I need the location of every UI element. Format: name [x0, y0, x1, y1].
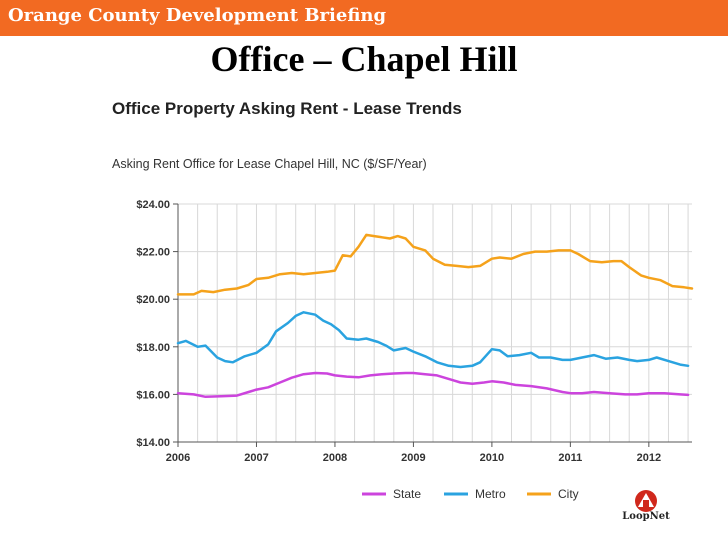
y-tick-label: $18.00 — [136, 342, 170, 354]
header-banner: Orange County Development Briefing — [0, 0, 728, 36]
chart-subtitle: Asking Rent Office for Lease Chapel Hill… — [112, 157, 427, 171]
loopnet-logo-text: LoopNet — [622, 511, 670, 522]
legend-label-state: State — [393, 487, 421, 501]
y-tick-label: $14.00 — [136, 437, 170, 449]
plot-area — [178, 204, 692, 442]
x-tick-label: 2008 — [323, 452, 347, 464]
chart-heading: Office Property Asking Rent - Lease Tren… — [112, 99, 462, 118]
y-tick-label: $24.00 — [136, 199, 170, 211]
slide-title: Office – Chapel Hill — [210, 39, 518, 79]
y-tick-label: $22.00 — [136, 247, 170, 259]
x-tick-label: 2007 — [244, 452, 268, 464]
x-tick-label: 2011 — [558, 452, 582, 464]
x-tick-label: 2009 — [401, 452, 425, 464]
y-tick-label: $16.00 — [136, 389, 170, 401]
series-line-state — [176, 371, 690, 399]
x-tick-label: 2006 — [166, 452, 190, 464]
series-line-metro — [176, 311, 690, 369]
legend-label-metro: Metro — [475, 487, 506, 501]
banner-title: Orange County Development Briefing — [8, 5, 387, 26]
series-line-city — [176, 233, 694, 296]
x-tick-label: 2010 — [480, 452, 504, 464]
loopnet-logo: LoopNet — [616, 487, 676, 527]
legend-label-city: City — [558, 487, 579, 501]
x-tick-label: 2012 — [637, 452, 661, 464]
y-tick-label: $20.00 — [136, 294, 170, 306]
loopnet-logo-icon — [635, 490, 657, 512]
